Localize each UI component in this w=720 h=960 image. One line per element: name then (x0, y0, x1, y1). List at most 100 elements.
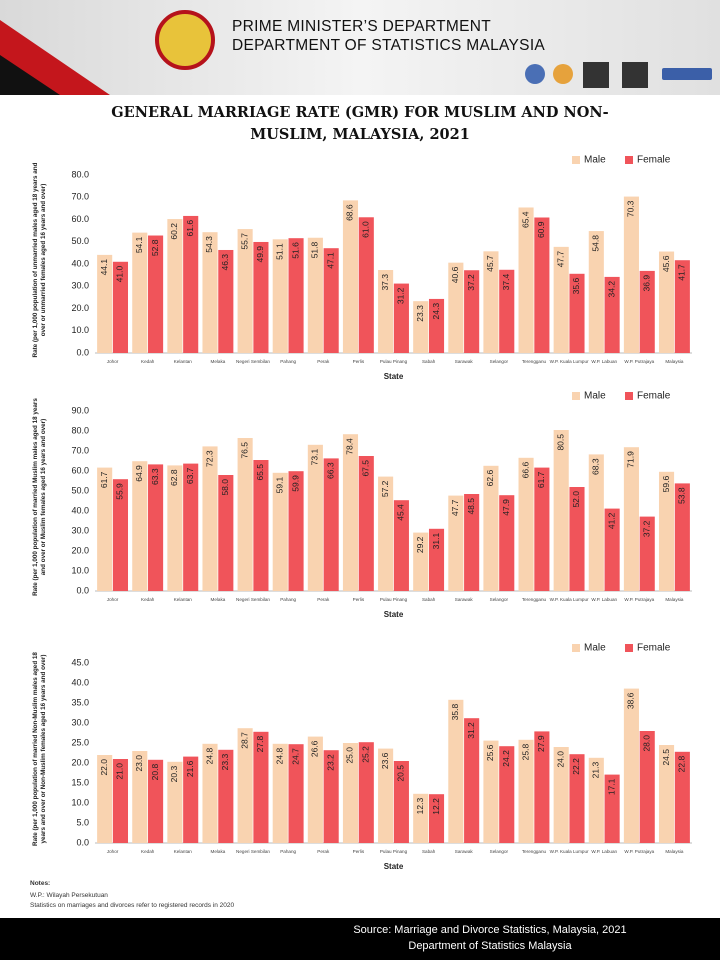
value-label: 23.3 (415, 305, 425, 322)
y-tick: 70.0 (71, 192, 89, 202)
x-tick-label: Malaysia (665, 849, 684, 854)
y-tick-label: 50.0 (71, 236, 89, 246)
x-tick-label: Pulau Pinang (380, 597, 408, 602)
x-tick-label: Pahang (280, 849, 296, 854)
y-tick: 10.0 (71, 565, 89, 575)
bar (132, 751, 148, 843)
social-icons (662, 68, 712, 80)
y-tick: 80.0 (71, 425, 89, 435)
value-label: 27.8 (255, 736, 265, 753)
x-tick-label: Negeri Sembilan (236, 359, 270, 364)
value-label: 47.9 (501, 499, 511, 516)
y-tick-label: 5.0 (76, 817, 89, 827)
x-tick-label: Selangor (490, 359, 509, 364)
logo (553, 64, 573, 84)
value-label: 58.0 (220, 479, 230, 496)
value-label: 61.7 (536, 471, 546, 488)
y-tick-label: 45.0 (71, 657, 89, 667)
legend-swatch (625, 392, 633, 400)
x-tick-label: Kedah (141, 849, 155, 854)
x-tick-label: Terengganu (522, 359, 547, 364)
bar (569, 273, 585, 353)
y-tick-label: 35.0 (71, 697, 89, 707)
value-label: 35.8 (450, 704, 460, 721)
value-label: 21.6 (185, 760, 195, 777)
bar (307, 444, 323, 591)
bar (112, 261, 129, 353)
bar (674, 260, 690, 353)
y-tick: 50.0 (71, 485, 89, 495)
y-tick-label: 40.0 (71, 258, 89, 268)
bar (448, 262, 464, 353)
y-tick-label: 15.0 (71, 777, 89, 787)
x-tick-label: Selangor (490, 849, 509, 854)
x-tick-label: Perlis (353, 849, 365, 854)
value-label: 25.6 (485, 744, 495, 761)
y-tick-label: 40.0 (71, 505, 89, 515)
value-label: 27.9 (536, 735, 546, 752)
y-tick-label: 10.0 (71, 797, 89, 807)
value-label: 47.7 (555, 251, 565, 268)
legend-swatch (625, 156, 633, 164)
x-tick-label: Kedah (141, 597, 155, 602)
bar (218, 475, 234, 591)
value-label: 22.2 (571, 758, 581, 775)
value-label: 76.5 (239, 442, 249, 459)
y-tick-label: 50.0 (71, 485, 89, 495)
note: Statistics on marriages and divorces ref… (30, 902, 235, 909)
bar (553, 747, 569, 843)
value-label: 21.0 (115, 763, 125, 780)
bar (483, 465, 499, 591)
value-label: 24.8 (204, 748, 214, 765)
value-label: 61.7 (99, 471, 109, 488)
bar (342, 200, 359, 353)
value-label: 31.2 (396, 287, 406, 304)
value-label: 25.2 (361, 746, 371, 763)
y-tick-label: 70.0 (71, 445, 89, 455)
x-tick-label: W.P. Kuala Lumpur (550, 359, 589, 364)
value-label: 54.8 (591, 235, 601, 252)
value-label: 12.2 (431, 798, 441, 815)
x-tick-label: Melaka (211, 359, 226, 364)
value-label: 52.8 (150, 239, 160, 256)
value-label: 71.9 (626, 451, 636, 468)
header-accent (0, 55, 60, 95)
y-tick: 0.0 (76, 837, 89, 847)
y-tick: 10.0 (71, 325, 89, 335)
x-tick-label: Perak (317, 359, 330, 364)
legend-swatch (572, 644, 580, 652)
x-tick-label: W.P. Putrajaya (624, 597, 654, 602)
bar (393, 283, 409, 353)
value-label: 63.7 (185, 467, 195, 484)
x-tick-label: W.P. Labuan (591, 849, 617, 854)
bar (272, 472, 288, 591)
bar (358, 456, 374, 591)
value-label: 80.5 (555, 434, 565, 451)
value-label: 66.3 (325, 462, 335, 479)
value-label: 24.0 (555, 751, 565, 768)
x-tick-label: Perak (317, 597, 330, 602)
bar (253, 460, 269, 591)
value-label: 62.6 (485, 470, 495, 487)
value-label: 23.0 (134, 755, 144, 772)
bar (272, 743, 288, 843)
x-axis-title: State (384, 862, 404, 871)
bar (288, 471, 304, 591)
y-tick: 90.0 (71, 405, 89, 415)
value-label: 36.9 (641, 275, 651, 292)
x-tick-label: Sabah (422, 597, 436, 602)
bar (132, 461, 148, 591)
value-label: 31.2 (466, 722, 476, 739)
bar (202, 446, 218, 591)
bar (97, 755, 113, 843)
value-label: 70.3 (626, 200, 636, 217)
x-axis-title: State (384, 610, 404, 619)
bar (167, 465, 183, 591)
value-label: 23.3 (220, 754, 230, 771)
y-tick: 20.0 (71, 303, 89, 313)
bar (202, 743, 218, 843)
bar (183, 463, 199, 591)
x-tick-label: W.P. Kuala Lumpur (550, 597, 589, 602)
